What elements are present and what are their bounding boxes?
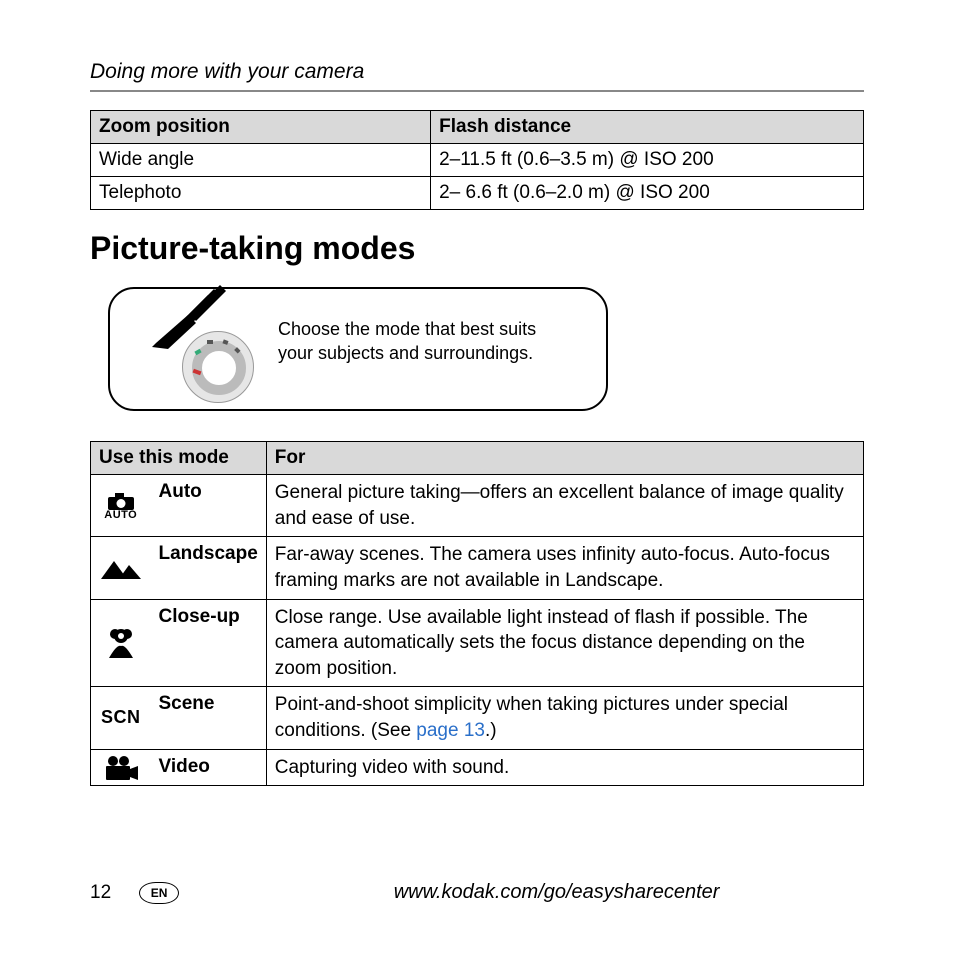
table-row: AUTO Auto General picture taking—offers … [91,475,864,537]
col-use-this-mode: Use this mode [91,442,267,475]
mode-icon-cell [91,749,151,786]
camera-auto-icon [106,491,136,511]
mode-label: Landscape [151,537,267,599]
mode-label: Video [151,749,267,786]
callout-text: Choose the mode that best suits your sub… [278,303,536,366]
mode-icon-cell: SCN [91,687,151,749]
main-heading: Picture-taking modes [90,230,864,267]
desc-text: .) [485,720,497,741]
section-rule [90,90,864,92]
table-header-row: Use this mode For [91,442,864,475]
cell-zoom: Wide angle [91,144,431,177]
mode-desc: Point-and-shoot simplicity when taking p… [266,687,863,749]
video-camera-icon [104,755,138,781]
desc-text: Point-and-shoot simplicity when taking p… [275,694,788,741]
picture-modes-table: Use this mode For AUTO Auto General pict… [90,441,864,786]
mode-icon-cell [91,537,151,599]
col-flash-distance: Flash distance [431,111,864,144]
landscape-icon [101,557,141,579]
mode-desc: Far-away scenes. The camera uses infinit… [266,537,863,599]
callout-line: your subjects and surroundings. [278,343,533,363]
page-number: 12 [90,882,111,904]
dial-markings-icon [183,332,255,404]
table-row: Landscape Far-away scenes. The camera us… [91,537,864,599]
scn-icon-text: SCN [101,707,141,727]
mode-label: Auto [151,475,267,537]
mode-desc: Close range. Use available light instead… [266,599,863,687]
cell-flash: 2–11.5 ft (0.6–3.5 m) @ ISO 200 [431,144,864,177]
table-row: Video Capturing video with sound. [91,749,864,786]
mode-dial-callout: Choose the mode that best suits your sub… [108,287,608,411]
cell-flash: 2– 6.6 ft (0.6–2.0 m) @ ISO 200 [431,177,864,210]
mode-icon-cell: AUTO [91,475,151,537]
callout-line: Choose the mode that best suits [278,319,536,339]
closeup-flower-icon [105,628,137,658]
page-13-link[interactable]: page 13 [416,720,485,741]
table-header-row: Zoom position Flash distance [91,111,864,144]
footer-url: www.kodak.com/go/easysharecenter [179,881,864,904]
table-row: Telephoto 2– 6.6 ft (0.6–2.0 m) @ ISO 20… [91,177,864,210]
mode-desc: Capturing video with sound. [266,749,863,786]
mode-icon-cell [91,599,151,687]
mode-desc: General picture taking—offers an excelle… [266,475,863,537]
table-row: Wide angle 2–11.5 ft (0.6–3.5 m) @ ISO 2… [91,144,864,177]
zoom-flash-table: Zoom position Flash distance Wide angle … [90,110,864,210]
mode-label: Close-up [151,599,267,687]
mode-label: Scene [151,687,267,749]
page-footer: 12 EN www.kodak.com/go/easysharecenter [90,881,864,904]
section-title: Doing more with your camera [90,60,864,84]
col-for: For [266,442,863,475]
table-row: Close-up Close range. Use available ligh… [91,599,864,687]
col-zoom-position: Zoom position [91,111,431,144]
table-row: SCN Scene Point-and-shoot simplicity whe… [91,687,864,749]
language-badge: EN [139,882,179,904]
mode-dial-illustration [128,303,278,403]
cell-zoom: Telephoto [91,177,431,210]
auto-sublabel: AUTO [93,509,149,521]
